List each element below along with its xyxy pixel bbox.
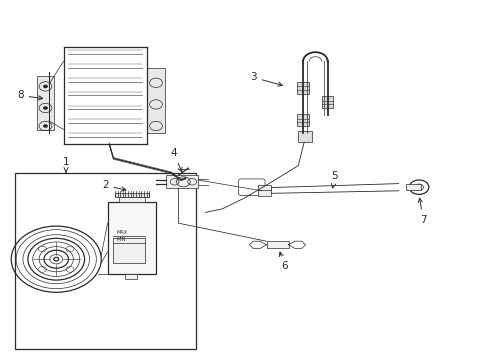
- Text: 3: 3: [249, 72, 282, 86]
- Bar: [321, 96, 333, 108]
- Bar: [297, 114, 308, 126]
- Bar: [297, 82, 308, 94]
- Bar: [107, 202, 156, 274]
- Text: 8: 8: [17, 90, 42, 100]
- Text: 5: 5: [331, 171, 338, 188]
- Text: 1: 1: [62, 157, 69, 172]
- Text: 6: 6: [279, 252, 287, 271]
- Bar: [115, 193, 149, 197]
- Bar: [257, 185, 271, 196]
- Bar: [113, 238, 145, 263]
- Bar: [118, 197, 145, 202]
- Text: MAX: MAX: [117, 230, 127, 235]
- Bar: [166, 175, 198, 188]
- Circle shape: [43, 124, 48, 128]
- Text: 2: 2: [102, 180, 125, 191]
- Bar: [124, 274, 137, 279]
- Text: MIN: MIN: [117, 237, 126, 242]
- Circle shape: [43, 106, 48, 110]
- Bar: [15, 173, 195, 349]
- Bar: [266, 241, 288, 248]
- Text: 7: 7: [417, 198, 426, 225]
- Bar: [405, 184, 420, 190]
- Bar: [37, 76, 54, 130]
- Text: 4: 4: [170, 148, 182, 172]
- Circle shape: [43, 85, 48, 88]
- Bar: [298, 131, 311, 142]
- Bar: [146, 68, 165, 133]
